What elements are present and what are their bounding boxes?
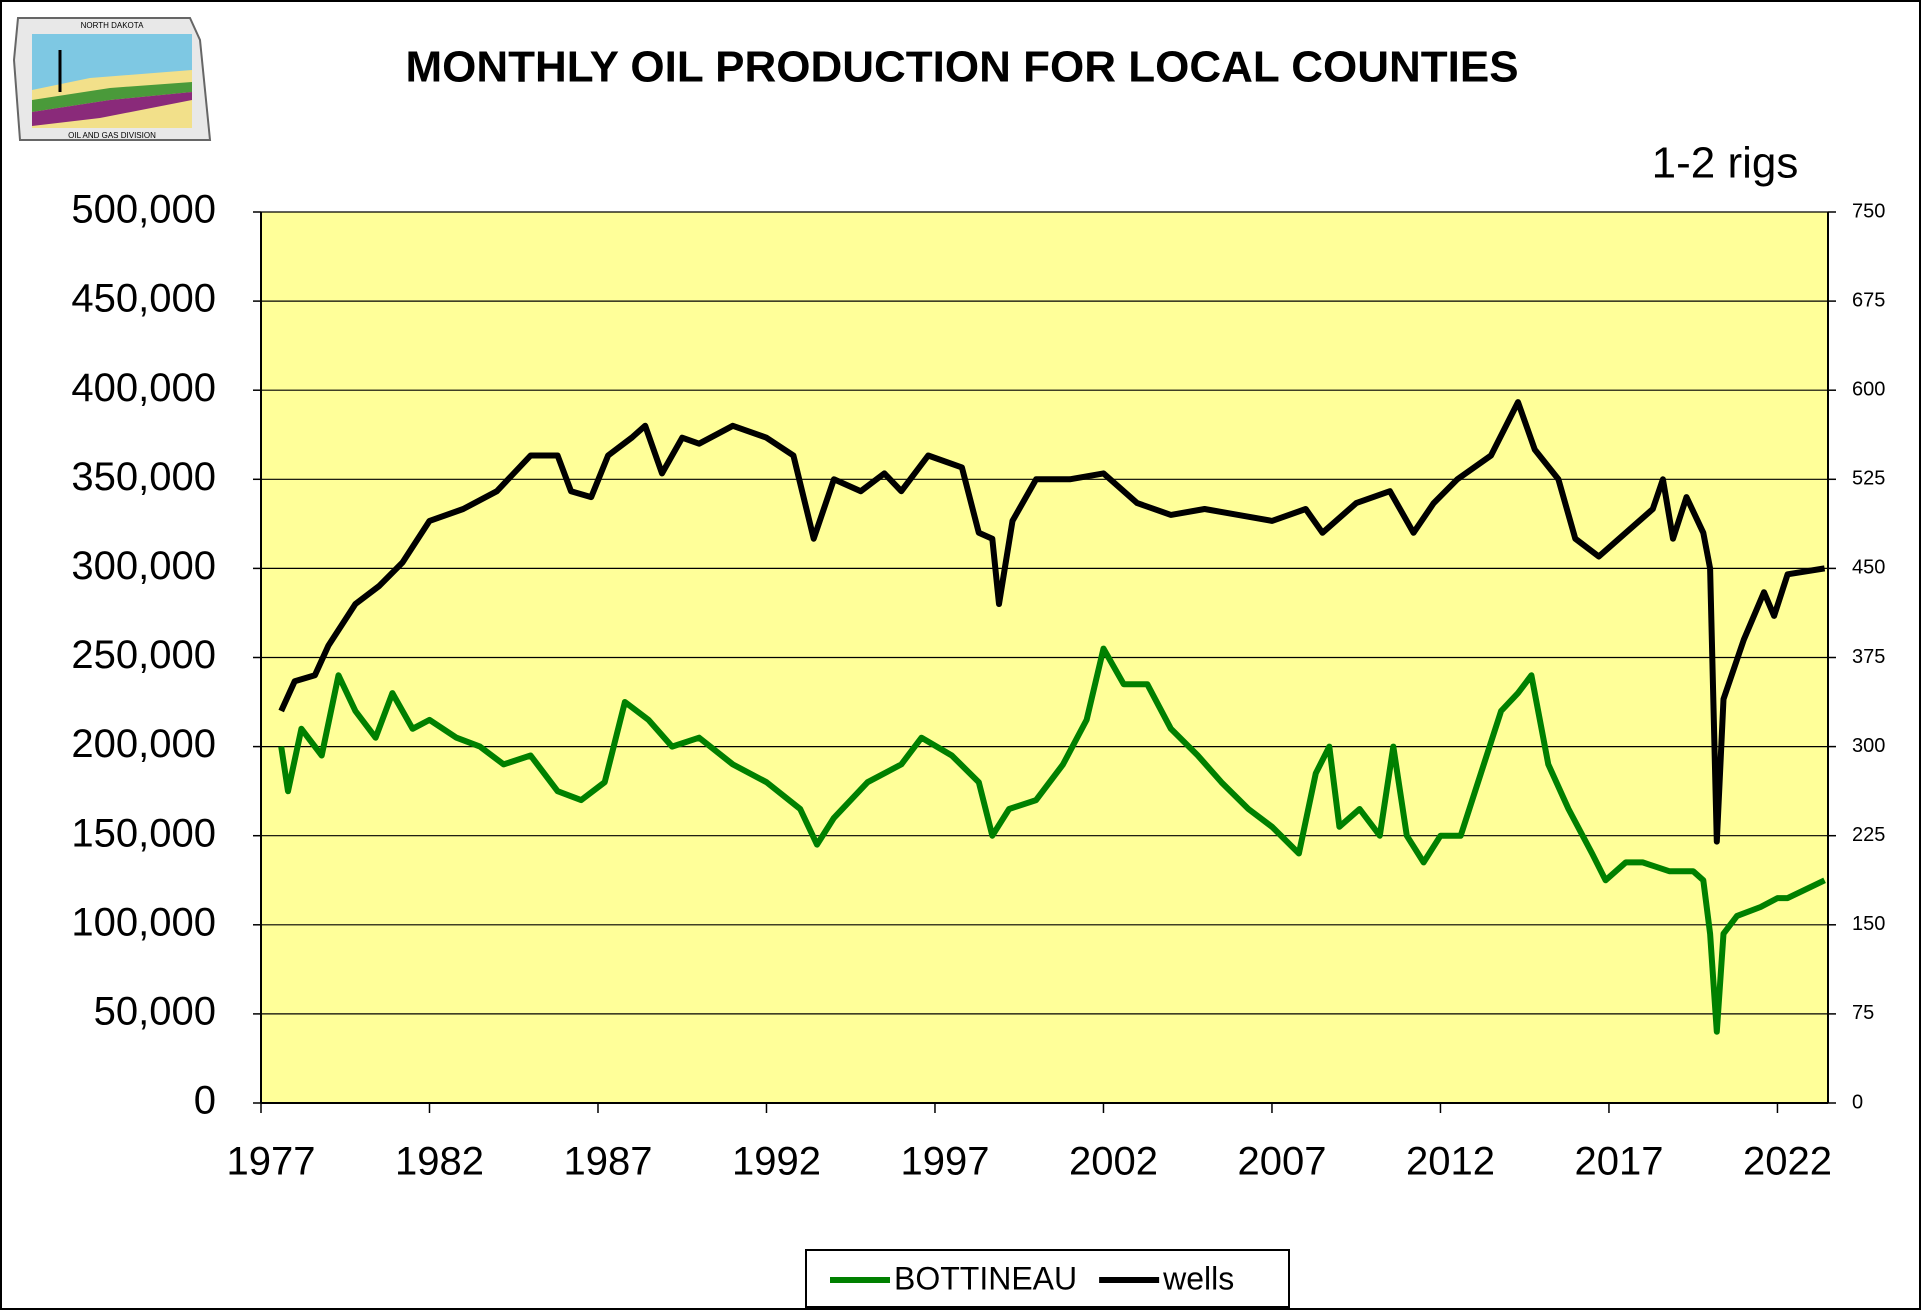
series-line <box>278 645 1826 1035</box>
y2-tick-label: 150 <box>1852 913 1885 935</box>
y2-tick-label: 750 <box>1852 200 1885 222</box>
x-tick-label: 1982 <box>395 1140 484 1184</box>
logo: NORTH DAKOTA OIL AND GAS DIVISION <box>12 17 212 141</box>
x-tick-label: 2012 <box>1406 1140 1495 1184</box>
x-tick-label: 1987 <box>563 1140 652 1184</box>
logo-layer <box>32 92 192 126</box>
x-tick-label: 1992 <box>732 1140 821 1184</box>
x-tick-label: 1997 <box>900 1140 989 1184</box>
y2-tick-label: 0 <box>1852 1091 1863 1113</box>
chart-title: MONTHLY OIL PRODUCTION FOR LOCAL COUNTIE… <box>405 43 1518 92</box>
x-tick-label: 2022 <box>1743 1140 1832 1184</box>
y-tick-label: 500,000 <box>71 188 216 232</box>
x-tick-label: 1977 <box>227 1140 316 1184</box>
annotation: 1-2 rigs <box>1652 139 1799 188</box>
y-tick-label: 450,000 <box>71 277 216 321</box>
y2-tick-label: 75 <box>1852 1002 1874 1024</box>
y-tick-label: 100,000 <box>71 900 216 944</box>
x-tick-label: 2007 <box>1237 1140 1326 1184</box>
series-line <box>278 399 1826 845</box>
legend-label: BOTTINEAU <box>894 1260 1077 1296</box>
y-tick-label: 300,000 <box>71 544 216 588</box>
y-tick-label: 50,000 <box>94 989 216 1033</box>
y2-tick-label: 300 <box>1852 735 1885 757</box>
y-tick-label: 250,000 <box>71 633 216 677</box>
y2-tick-label: 525 <box>1852 468 1885 490</box>
y-tick-label: 0 <box>194 1079 216 1123</box>
x-tick-label: 2017 <box>1574 1140 1663 1184</box>
logo-layer <box>32 82 192 112</box>
y-tick-label: 200,000 <box>71 722 216 766</box>
y-tick-label: 400,000 <box>71 366 216 410</box>
logo-text: OIL AND GAS DIVISION <box>68 131 156 140</box>
legend-label: wells <box>1162 1260 1234 1296</box>
y2-tick-label: 225 <box>1852 824 1885 846</box>
y2-tick-label: 375 <box>1852 646 1885 668</box>
logo-text: NORTH DAKOTA <box>81 21 144 30</box>
y-tick-label: 150,000 <box>71 811 216 855</box>
x-tick-label: 2002 <box>1069 1140 1158 1184</box>
y2-tick-label: 675 <box>1852 289 1885 311</box>
y-tick-label: 350,000 <box>71 455 216 499</box>
y2-tick-label: 600 <box>1852 378 1885 400</box>
y2-tick-label: 450 <box>1852 557 1885 579</box>
legend: BOTTINEAU wells <box>805 1249 1290 1308</box>
